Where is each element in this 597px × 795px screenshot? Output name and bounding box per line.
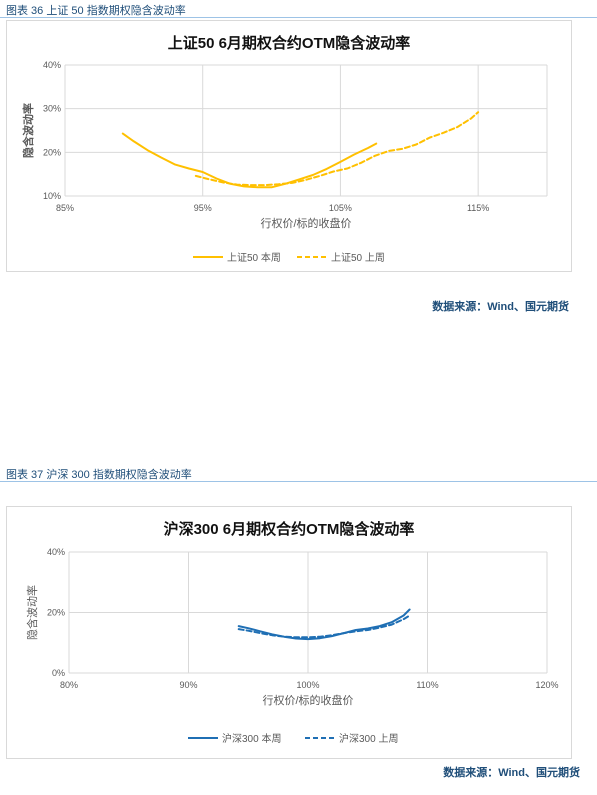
source-note: 数据来源：Wind、国元期货 [443, 767, 580, 779]
y-tick-label: 0% [52, 668, 65, 678]
legend-label-2: 沪深300 上周 [339, 732, 398, 745]
chart-box-csi300: 沪深300 6月期权合约OTM隐含波动率 80% 90% 100% 110% 120% 0… [6, 506, 572, 759]
legend-label-2: 上证50 上周 [331, 252, 385, 264]
series-line-1 [121, 132, 378, 189]
y-tick-label: 40% [43, 60, 61, 70]
figure-caption-37: 图表 37 沪深 300 指数期权隐含波动率 [6, 469, 192, 481]
y-tick-label: 10% [43, 191, 61, 201]
x-tick-label: 110% [416, 680, 438, 690]
chart-box-sse50: 上证50 6月期权合约OTM隐含波动率 85% 95% 105% 115% 10% 20%… [6, 20, 572, 272]
caption-rule [0, 481, 597, 482]
x-tick-label: 85% [56, 203, 74, 213]
figure-caption-36: 图表 36 上证 50 指数期权隐含波动率 [6, 5, 186, 17]
chart-title: 沪深300 6月期权合约OTM隐含波动率 [163, 521, 415, 538]
csi300-iv-chart: 80% 90% 100% 110% 120% 0% 20% 40% 行权价/标的收盘价 隐含波动率… [25, 547, 559, 745]
legend-label-1: 沪深300 本周 [222, 732, 281, 745]
source-note: 数据来源：Wind、国元期货 [432, 301, 569, 313]
y-tick-label: 30% [43, 104, 61, 114]
x-axis-title: 行权价/标的收盘价 [262, 693, 353, 707]
y-tick-label: 20% [47, 608, 65, 618]
sse50-iv-chart: 85% 95% 105% 115% 10% 20% 30% 40% 行权价/标的收盘价 隐含波动率… [21, 60, 548, 264]
y-axis-title: 隐含波动率 [25, 585, 39, 640]
caption-rule [0, 17, 597, 18]
legend-label-1: 上证50 本周 [227, 251, 281, 264]
series-line-2 [237, 614, 411, 639]
series-line-2 [194, 111, 480, 187]
x-tick-label: 115% [467, 203, 489, 213]
y-tick-label: 40% [47, 547, 65, 557]
series-line-1 [237, 608, 411, 641]
y-axis-title: 隐含波动率 [21, 103, 35, 158]
x-tick-label: 90% [179, 680, 197, 690]
x-tick-label: 80% [60, 680, 78, 690]
x-axis-title: 行权价/标的收盘价 [260, 216, 351, 230]
chart-title: 上证50 6月期权合约OTM隐含波动率 [167, 35, 411, 52]
x-tick-label: 105% [329, 203, 352, 213]
x-tick-label: 100% [296, 680, 319, 690]
y-tick-label: 20% [43, 147, 61, 157]
x-tick-label: 120% [535, 680, 558, 690]
x-tick-label: 95% [194, 203, 212, 213]
